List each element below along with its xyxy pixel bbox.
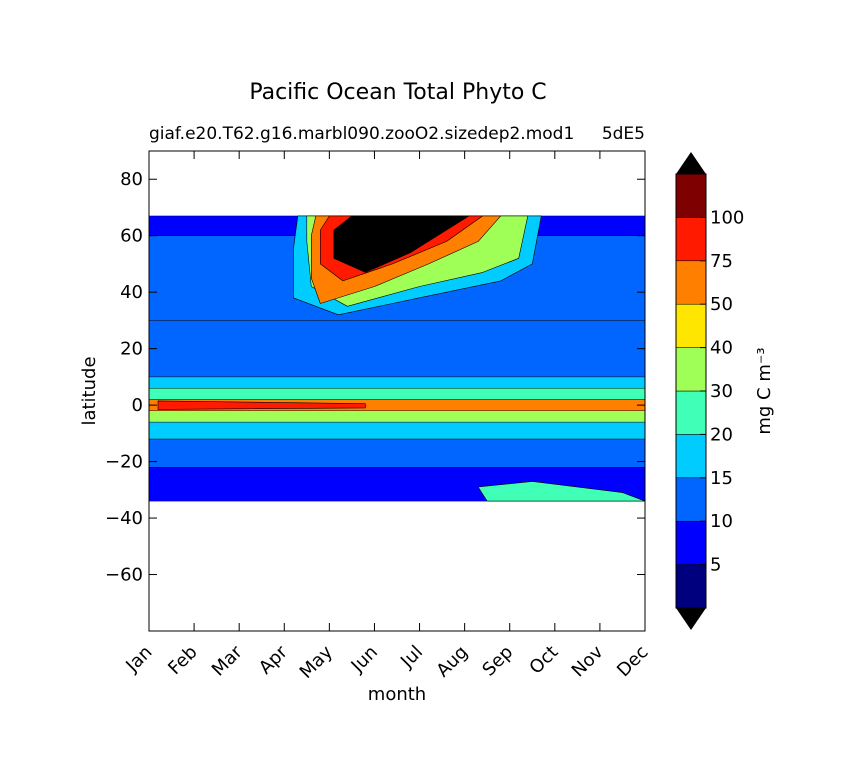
band-3 — [149, 410, 645, 423]
plot-frame — [148, 150, 646, 632]
band-6 — [149, 376, 645, 389]
y-tick-label: 60 — [120, 226, 143, 247]
x-tick-label: Sep — [478, 642, 517, 681]
x-tick-label: Dec — [613, 642, 652, 681]
x-tick-label: Mar — [208, 641, 247, 680]
colorbar-tick-label: 75 — [710, 251, 733, 272]
colorbar-extend-bottom — [676, 608, 706, 630]
y-tick-label: 20 — [120, 339, 143, 360]
colorbar-tick-label: 30 — [710, 381, 733, 402]
x-tick-label: Oct — [525, 642, 562, 679]
colorbar-swatch — [675, 347, 707, 392]
colorbar-label: mg C m⁻³ — [754, 347, 775, 434]
colorbar-swatch — [675, 564, 707, 609]
colorbar-tick-label: 10 — [710, 511, 733, 532]
y-tick-label: −20 — [105, 452, 143, 473]
colorbar-swatch — [675, 173, 707, 218]
x-tick-label: Nov — [568, 641, 608, 681]
colorbar-swatch — [675, 520, 707, 565]
band-1 — [149, 438, 645, 468]
colorbar-extend-top — [676, 152, 706, 174]
band-5 — [149, 387, 645, 400]
y-tick-label: −60 — [105, 565, 143, 586]
band-2 — [149, 421, 645, 440]
x-tick-label: Aug — [432, 642, 472, 682]
colorbar-tick-label: 40 — [710, 338, 733, 359]
chart-title: Pacific Ocean Total Phyto C — [249, 80, 546, 105]
equator-core — [157, 400, 366, 410]
colorbar-swatch — [675, 477, 707, 522]
y-axis-label: latitude — [79, 356, 100, 425]
x-tick-label: Feb — [164, 642, 201, 679]
colorbar-swatch — [675, 434, 707, 479]
colorbar-tick-label: 50 — [710, 294, 733, 315]
band-7 — [149, 320, 645, 378]
x-tick-label: Jun — [347, 642, 382, 677]
x-axis-label: month — [368, 684, 426, 705]
colorbar-tick-label: 5 — [710, 555, 721, 576]
y-tick-label: 40 — [120, 282, 143, 303]
chart-subtitle-right: 5dE5 — [602, 124, 645, 144]
colorbar: 5 10 15 20 30 40 50 75 100 — [675, 152, 744, 630]
x-tick-label: Jan — [121, 642, 156, 677]
y-tick-label: −40 — [105, 508, 143, 529]
colorbar-tick-label: 100 — [710, 207, 744, 228]
south-tongue — [477, 481, 645, 502]
colorbar-swatch — [675, 390, 707, 435]
y-axis: 80 60 40 20 0 −20 −40 −60 — [105, 169, 645, 586]
y-tick-label: 0 — [132, 395, 143, 416]
x-tick-label: Apr — [255, 641, 292, 678]
colorbar-tick-label: 15 — [710, 468, 733, 489]
x-tick-label: May — [296, 641, 337, 682]
colorbar-swatch — [675, 260, 707, 305]
colorbar-tick-label: 20 — [710, 424, 733, 445]
colorbar-swatch — [675, 303, 707, 348]
y-tick-label: 80 — [120, 169, 143, 190]
north-bloom-core — [333, 215, 470, 273]
colorbar-swatch — [675, 217, 707, 262]
contour-field — [149, 215, 645, 502]
chart-subtitle-left: giaf.e20.T62.g16.marbl090.zooO2.sizedep2… — [149, 124, 574, 144]
x-tick-label: Jul — [396, 642, 427, 673]
